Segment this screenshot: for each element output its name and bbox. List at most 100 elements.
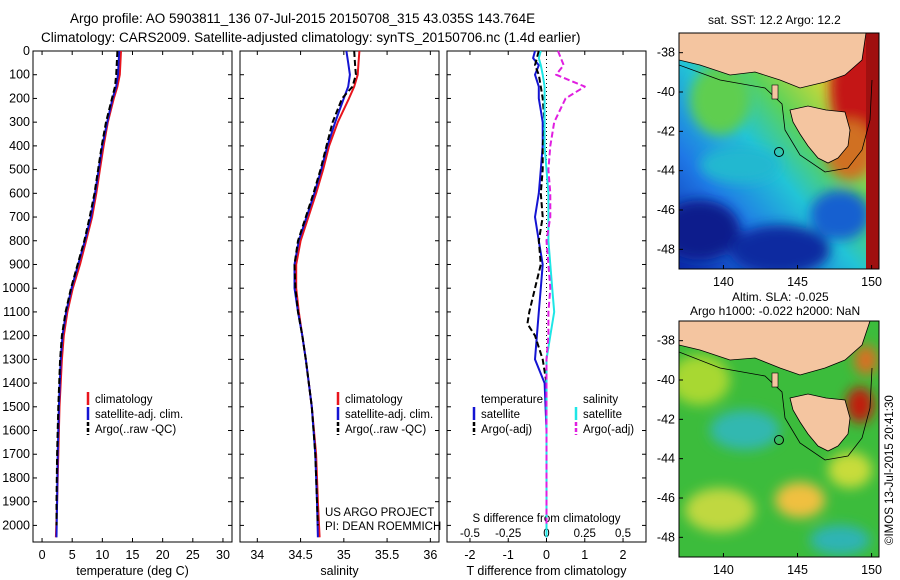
depth-tick-label: 2000 <box>2 518 30 532</box>
x-tick-label: 1 <box>581 548 588 562</box>
sla-blobs <box>679 345 878 555</box>
map-y-tick-label: -46 <box>657 491 675 505</box>
x-tick-label: 34.5 <box>288 548 312 562</box>
map-x-tick-label: 140 <box>713 563 734 577</box>
x-tick-label: 15 <box>126 548 140 562</box>
x-tick-label: 2 <box>620 548 627 562</box>
depth-tick-label: 1300 <box>2 352 30 366</box>
title-line-1: Argo profile: AO 5903811_136 07-Jul-2015… <box>70 11 535 26</box>
depth-tick-label: 0 <box>23 44 30 58</box>
series-line-0-1 <box>55 50 121 538</box>
sla-map: Altim. SLA: -0.025 Argo h1000: -0.022 h2… <box>657 290 882 577</box>
project-credit-1: US ARGO PROJECT <box>325 507 434 519</box>
diff-legend-s-argo: Argo(-adj) <box>583 424 634 436</box>
map-y-tick-label: -40 <box>657 85 675 99</box>
map-x-tick-label: 145 <box>787 275 808 289</box>
sst-map-frame <box>678 32 880 270</box>
series-line-2-1 <box>526 50 548 526</box>
map-y-tick-label: -44 <box>657 164 675 178</box>
project-credit-2: PI: DEAN ROEMMICH <box>325 521 441 533</box>
depth-tick-label: 300 <box>9 115 30 129</box>
x-tick-label: 30 <box>216 548 230 562</box>
depth-tick-label: 800 <box>9 234 30 248</box>
sla-map-title: Altim. SLA: -0.025 <box>732 290 829 304</box>
x-axis-label-2: T difference from climatology <box>466 564 627 578</box>
map-x-tick-label: 145 <box>787 563 808 577</box>
x-tick-label: 0 <box>543 548 550 562</box>
sla-map-subtitle: Argo h1000: -0.022 h2000: NaN <box>690 304 860 318</box>
series-line-1-0 <box>295 50 361 538</box>
depth-tick-label: 1400 <box>2 376 30 390</box>
salinity-legend: climatology satellite-adj. clim. Argo(..… <box>325 392 441 533</box>
s-tick-label: -0.5 <box>460 528 480 540</box>
diff-legend-t-satellite: satellite <box>481 409 520 421</box>
depth-tick-label: 900 <box>9 257 30 271</box>
plot-frame-0 <box>32 50 233 543</box>
map-x-tick-label: 150 <box>861 563 882 577</box>
sst-tasmania <box>789 105 851 164</box>
imos-credit: ©IMOS 13-Jul-2015 20:41:30 <box>884 395 896 545</box>
temp-legend-satellite: satellite-adj. clim. <box>95 409 183 421</box>
x-tick-label: 35 <box>337 548 351 562</box>
series-line-1-1 <box>293 50 351 538</box>
sst-map-title: sat. SST: 12.2 Argo: 12.2 <box>708 13 841 27</box>
temp-legend-climatology: climatology <box>95 394 153 406</box>
x-tick-label: 0 <box>39 548 46 562</box>
map-y-tick-label: -38 <box>657 46 675 60</box>
sla-argo-marker <box>774 435 784 445</box>
s-tick-label: -0.25 <box>495 528 521 540</box>
x-tick-label: 34 <box>250 548 264 562</box>
sla-mainland <box>679 321 871 376</box>
map-x-tick-label: 150 <box>861 275 882 289</box>
temperature-legend: climatology satellite-adj. clim. Argo(..… <box>86 392 183 436</box>
depth-tick-label: 700 <box>9 210 30 224</box>
x-axis-label-1: salinity <box>320 564 359 578</box>
sst-map: sat. SST: 12.2 Argo: 12.2 140 145 150 -38 -4… <box>657 13 882 289</box>
depth-tick-label: 1500 <box>2 400 30 414</box>
salinity-panel: 34 34.5 35 35.5 36 salinity <box>239 50 440 578</box>
map-y-tick-label: -48 <box>657 530 675 544</box>
x-tick-label: 36 <box>423 548 437 562</box>
x-tick-label: -1 <box>503 548 514 562</box>
series-line-0-2 <box>55 50 119 526</box>
sst-argo-marker <box>774 147 784 157</box>
sal-legend-argo: Argo(..raw -QC) <box>345 424 426 436</box>
sal-legend-satellite: satellite-adj. clim. <box>345 409 433 421</box>
map-y-tick-label: -42 <box>657 412 675 426</box>
x-tick-label: 5 <box>69 548 76 562</box>
depth-tick-label: 500 <box>9 163 30 177</box>
depth-tick-label: 1700 <box>2 447 30 461</box>
difference-legend: temperature satellite Argo(-adj) salinit… <box>472 394 634 436</box>
series-line-0-0 <box>54 50 122 538</box>
map-y-tick-label: -46 <box>657 203 675 217</box>
sla-contour <box>679 351 873 461</box>
title-line-2: Climatology: CARS2009. Satellite-adjuste… <box>41 30 581 45</box>
temperature-panel: 0100200300400500600700800900100011001200… <box>2 44 233 578</box>
x-axis-label-0: temperature (deg C) <box>76 564 189 578</box>
temp-legend-argo: Argo(..raw -QC) <box>95 424 176 436</box>
diff-legend-t-argo: Argo(-adj) <box>481 424 532 436</box>
sst-mainland <box>679 33 867 89</box>
map-y-tick-label: -42 <box>657 124 675 138</box>
sst-contour <box>679 64 873 173</box>
series-line-2-0 <box>532 50 548 538</box>
depth-tick-label: 1000 <box>2 281 30 295</box>
diff-legend-temperature: temperature <box>481 394 543 406</box>
diff-legend-s-satellite: satellite <box>583 409 622 421</box>
series-line-1-2 <box>293 50 357 526</box>
x-tick-label: 10 <box>95 548 109 562</box>
map-y-tick-label: -44 <box>657 452 675 466</box>
x-tick-label: 20 <box>156 548 170 562</box>
sla-map-frame <box>678 320 880 558</box>
sla-tasmania <box>789 393 851 452</box>
series-line-2-3 <box>545 50 586 526</box>
depth-tick-label: 1600 <box>2 424 30 438</box>
map-y-tick-label: -38 <box>657 334 675 348</box>
map-y-tick-label: -40 <box>657 373 675 387</box>
depth-tick-label: 1100 <box>3 305 30 319</box>
map-y-tick-label: -48 <box>657 242 675 256</box>
depth-tick-label: 200 <box>9 91 30 105</box>
x-tick-label: 35.5 <box>375 548 399 562</box>
depth-tick-label: 1900 <box>2 495 30 509</box>
